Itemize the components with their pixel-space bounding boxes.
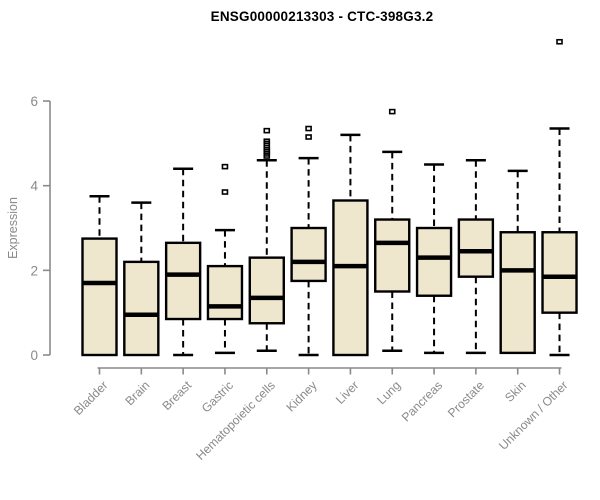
- outlier-point: [305, 134, 312, 140]
- outlier-point: [556, 38, 563, 45]
- iqr-box: [81, 237, 118, 357]
- iqr-box: [457, 218, 495, 278]
- iqr-box: [374, 218, 411, 293]
- x-category-label: Liver: [333, 378, 362, 407]
- y-tick-label: 6: [30, 94, 38, 109]
- outlier-point: [263, 138, 271, 145]
- x-category-label: Bladder: [71, 378, 111, 418]
- y-tick-label: 0: [30, 348, 38, 363]
- iqr-box: [290, 226, 327, 283]
- iqr-box: [415, 226, 453, 297]
- x-category-label: Kidney: [283, 378, 320, 415]
- x-category-label: Lung: [374, 378, 403, 407]
- iqr-box: [332, 199, 369, 357]
- iqr-box: [499, 231, 536, 355]
- iqr-box: [248, 256, 285, 325]
- x-category-label: Skin: [502, 378, 529, 405]
- iqr-box: [541, 231, 578, 314]
- iqr-box: [123, 260, 160, 357]
- outlier-point: [305, 125, 312, 132]
- x-category-label: Brain: [122, 378, 152, 408]
- outlier-point: [388, 108, 396, 115]
- x-category-label: Pancreas: [399, 378, 445, 424]
- x-category-label: Breast: [159, 378, 194, 413]
- outlier-point: [221, 163, 229, 170]
- outlier-point: [263, 127, 271, 134]
- iqr-box: [164, 241, 202, 321]
- y-tick-label: 4: [30, 179, 38, 194]
- x-category-label: Gastric: [199, 378, 236, 415]
- x-category-label: Hematopoietic cells: [193, 378, 278, 463]
- iqr-box: [206, 264, 244, 321]
- chart-title: ENSG00000213303 - CTC-398G3.2: [210, 9, 434, 24]
- outlier-point: [221, 189, 229, 195]
- x-category-label: Prostate: [445, 378, 487, 420]
- y-tick-label: 2: [30, 263, 38, 278]
